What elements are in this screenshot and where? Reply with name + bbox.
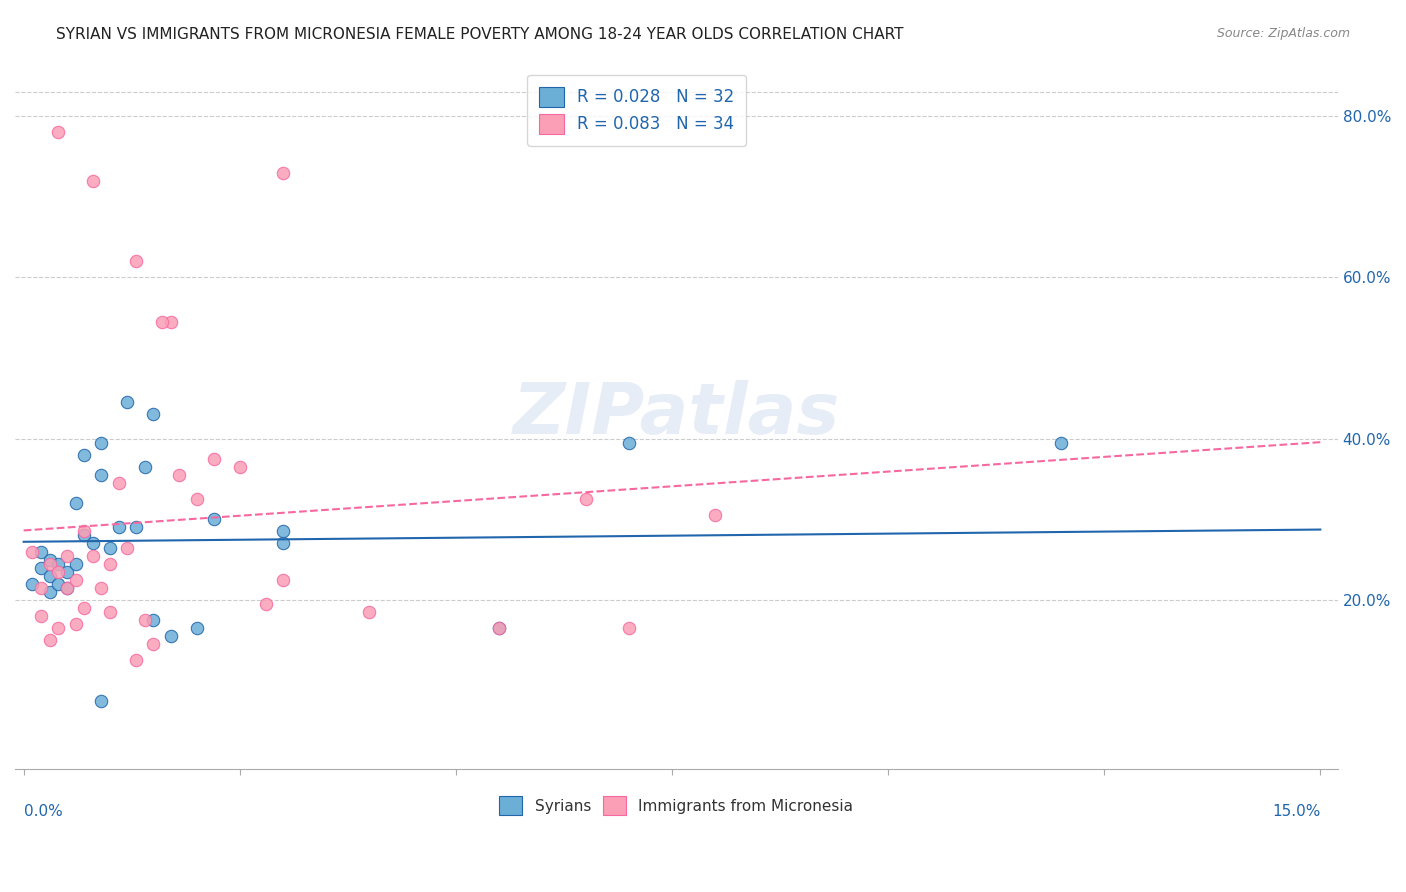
- Point: [142, 637, 165, 651]
- Text: Source: ZipAtlas.com: Source: ZipAtlas.com: [1216, 27, 1350, 40]
- Point: [159, 629, 181, 643]
- Point: [271, 165, 294, 179]
- Point: [617, 621, 640, 635]
- Point: [142, 613, 165, 627]
- Point: [186, 621, 208, 635]
- Text: 0.0%: 0.0%: [24, 804, 62, 819]
- Point: [73, 524, 96, 539]
- Point: [271, 573, 294, 587]
- Point: [21, 544, 44, 558]
- Point: [1050, 435, 1073, 450]
- Point: [46, 125, 69, 139]
- Point: [488, 621, 510, 635]
- Point: [186, 492, 208, 507]
- Point: [73, 528, 96, 542]
- Point: [202, 512, 225, 526]
- Point: [73, 448, 96, 462]
- Point: [56, 565, 79, 579]
- Point: [46, 565, 69, 579]
- Point: [271, 524, 294, 539]
- Point: [488, 621, 510, 635]
- Point: [30, 560, 52, 574]
- Point: [30, 609, 52, 624]
- Point: [82, 549, 104, 563]
- Point: [82, 536, 104, 550]
- Point: [46, 576, 69, 591]
- Point: [38, 633, 60, 648]
- Point: [125, 254, 148, 268]
- Point: [117, 395, 139, 409]
- Point: [46, 557, 69, 571]
- Point: [56, 549, 79, 563]
- Point: [271, 536, 294, 550]
- Point: [21, 576, 44, 591]
- Point: [117, 541, 139, 555]
- Point: [46, 621, 69, 635]
- Point: [38, 557, 60, 571]
- Point: [38, 552, 60, 566]
- Point: [73, 601, 96, 615]
- Point: [30, 544, 52, 558]
- Point: [38, 568, 60, 582]
- Point: [38, 585, 60, 599]
- Point: [617, 435, 640, 450]
- Point: [90, 581, 112, 595]
- Point: [90, 694, 112, 708]
- Point: [107, 475, 129, 490]
- Point: [167, 467, 190, 482]
- Point: [150, 315, 173, 329]
- Point: [125, 520, 148, 534]
- Point: [65, 557, 87, 571]
- Point: [65, 496, 87, 510]
- Point: [107, 520, 129, 534]
- Point: [98, 541, 121, 555]
- Point: [134, 613, 156, 627]
- Point: [98, 557, 121, 571]
- Text: 15.0%: 15.0%: [1272, 804, 1320, 819]
- Point: [142, 408, 165, 422]
- Point: [202, 451, 225, 466]
- Point: [65, 573, 87, 587]
- Point: [125, 653, 148, 667]
- Point: [574, 492, 596, 507]
- Text: ZIPatlas: ZIPatlas: [513, 380, 839, 449]
- Text: SYRIAN VS IMMIGRANTS FROM MICRONESIA FEMALE POVERTY AMONG 18-24 YEAR OLDS CORREL: SYRIAN VS IMMIGRANTS FROM MICRONESIA FEM…: [56, 27, 904, 42]
- Point: [65, 617, 87, 632]
- Point: [134, 459, 156, 474]
- Point: [90, 467, 112, 482]
- Point: [30, 581, 52, 595]
- Legend: Syrians, Immigrants from Micronesia: Syrians, Immigrants from Micronesia: [489, 786, 863, 825]
- Point: [159, 315, 181, 329]
- Point: [254, 597, 277, 611]
- Point: [82, 173, 104, 187]
- Point: [359, 605, 381, 619]
- Point: [98, 605, 121, 619]
- Point: [90, 435, 112, 450]
- Point: [229, 459, 252, 474]
- Point: [56, 581, 79, 595]
- Point: [704, 508, 727, 523]
- Point: [56, 581, 79, 595]
